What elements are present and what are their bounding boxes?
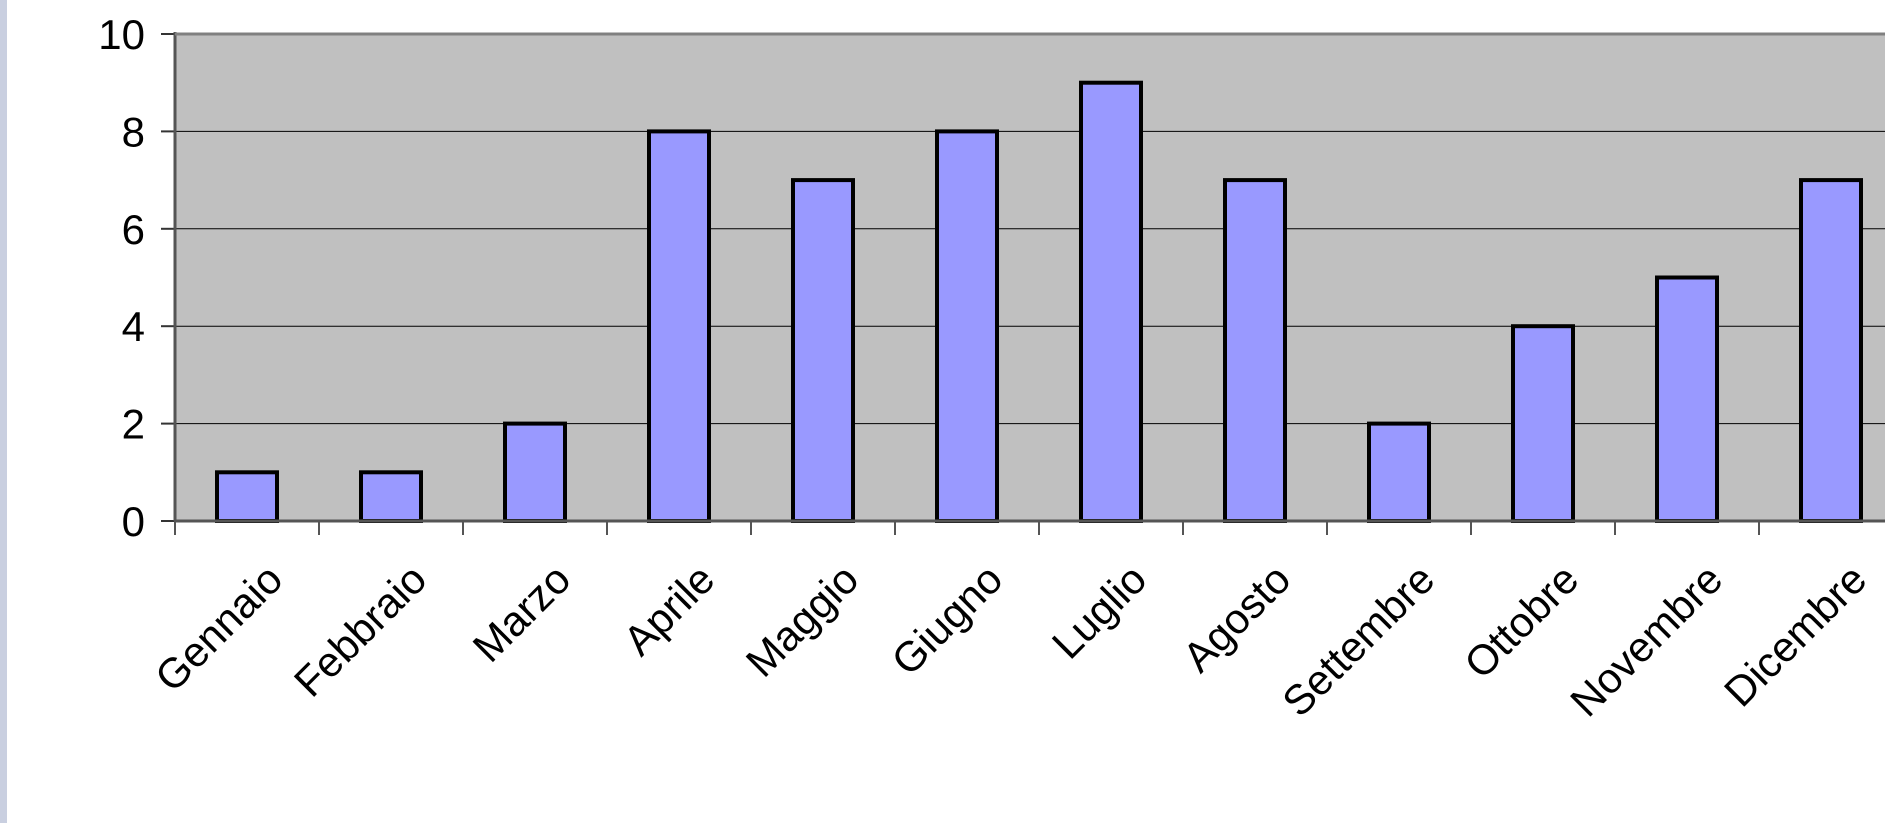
x-category-label: Settembre — [1273, 555, 1443, 725]
bar-settembre — [1367, 421, 1431, 524]
y-axis-tick-labels: 0 2 4 6 8 10 — [98, 11, 145, 545]
x-category-label: Ottobre — [1455, 555, 1587, 687]
bar-gennaio — [215, 470, 279, 523]
x-category-label: Maggio — [737, 555, 868, 686]
y-tick-label: 0 — [122, 498, 145, 545]
x-category-label: Gennaio — [146, 555, 292, 701]
bar-marzo — [503, 421, 567, 524]
x-category-label: Febbraio — [285, 555, 435, 705]
x-category-label: Agosto — [1174, 555, 1300, 681]
bar-luglio — [1079, 80, 1143, 523]
bar-giugno — [935, 129, 999, 523]
x-category-label: Marzo — [464, 555, 580, 671]
x-category-label: Dicembre — [1715, 555, 1875, 715]
x-category-label: Luglio — [1043, 555, 1156, 668]
x-category-label: Aprile — [614, 555, 723, 664]
bar-ottobre — [1511, 324, 1575, 524]
bar-novembre — [1655, 275, 1719, 523]
bar-agosto — [1223, 178, 1287, 523]
y-tick-label: 2 — [122, 401, 145, 448]
y-tick-label: 10 — [98, 11, 145, 58]
bar-aprile — [647, 129, 711, 523]
x-category-label: Giugno — [882, 555, 1011, 684]
y-tick-label: 6 — [122, 206, 145, 253]
bars — [215, 80, 1863, 524]
bar-febbraio — [359, 470, 423, 523]
window-left-edge — [0, 0, 7, 823]
y-tick-label: 4 — [122, 303, 145, 350]
y-tick-label: 8 — [122, 108, 145, 155]
bar-dicembre — [1799, 178, 1863, 523]
x-category-label: Novembre — [1561, 555, 1731, 725]
bar-maggio — [791, 178, 855, 523]
axes — [161, 32, 1885, 535]
plot-area — [175, 34, 1885, 521]
